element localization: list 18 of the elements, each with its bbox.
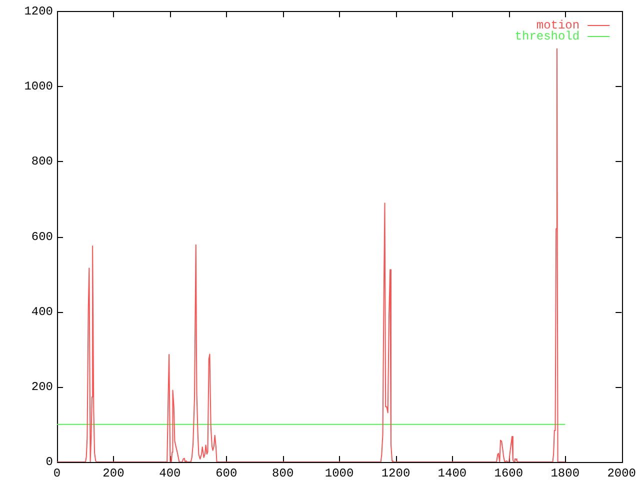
x-tick-label: 1800 — [550, 466, 580, 480]
x-tick-label: 1400 — [438, 466, 467, 480]
y-tick-label: 800 — [31, 154, 53, 169]
x-tick-label: 400 — [159, 466, 181, 480]
x-tick-label: 800 — [272, 466, 294, 480]
y-tick-label: 600 — [31, 230, 53, 244]
x-tick-label: 1600 — [494, 466, 524, 480]
x-tick-label: 1000 — [324, 466, 354, 480]
x-tick-label: 600 — [216, 466, 238, 480]
y-tick-label: 200 — [31, 380, 53, 394]
legend-label: threshold — [514, 29, 580, 44]
y-tick-label: 1200 — [24, 4, 53, 18]
x-tick-label: 1200 — [381, 466, 410, 480]
y-tick-label: 1000 — [24, 80, 53, 94]
x-tick-label: 2000 — [607, 466, 636, 480]
x-tick-label: 200 — [102, 466, 124, 480]
y-tick-label: 0 — [46, 455, 53, 470]
y-tick-label: 400 — [31, 304, 53, 319]
